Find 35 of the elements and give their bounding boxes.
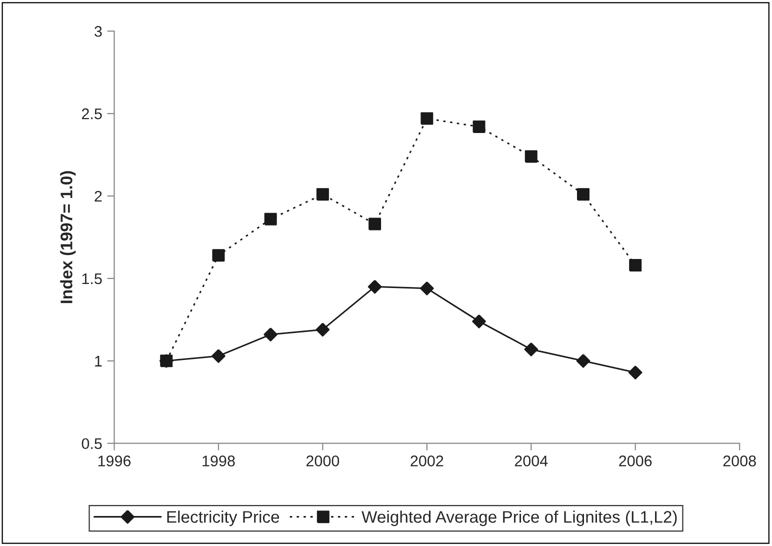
point [420, 281, 434, 296]
x-tick-label: 2008 [723, 456, 756, 466]
y-tick-label: 2 [94, 190, 102, 202]
x-tick-label: 2004 [514, 456, 548, 466]
x-tick-label: 2000 [306, 456, 340, 466]
point [420, 112, 434, 125]
point [576, 354, 590, 368]
y-tick-label: 1 [95, 356, 102, 366]
x-tick-label: 1996 [98, 456, 131, 466]
point [524, 342, 538, 356]
point [160, 354, 173, 368]
point [316, 322, 330, 337]
x-tick-label: 2002 [410, 456, 444, 466]
point [264, 328, 278, 342]
point [472, 120, 486, 134]
point [316, 188, 329, 201]
x-tick-label: 1998 [202, 456, 235, 466]
point [628, 366, 642, 380]
point [524, 150, 538, 163]
y-tick-label: 3 [94, 26, 102, 37]
point [212, 349, 226, 363]
x-tick-label: 2006 [619, 456, 652, 466]
point [368, 218, 382, 230]
point [576, 188, 590, 201]
legend-label: Weighted Average Price of Lignites (L1,L2) [362, 510, 677, 526]
y-tick-label: 1.5 [82, 273, 102, 284]
point [472, 314, 486, 328]
y-tick-label: 2.5 [82, 108, 102, 120]
legend-label: Electricity Price [167, 510, 280, 526]
point [212, 249, 225, 262]
y-axis-title: Index (1997= 1.0) [60, 171, 76, 304]
point [368, 280, 382, 294]
y-tick-label: 0.5 [82, 438, 102, 450]
point [264, 212, 277, 226]
point [629, 259, 642, 272]
